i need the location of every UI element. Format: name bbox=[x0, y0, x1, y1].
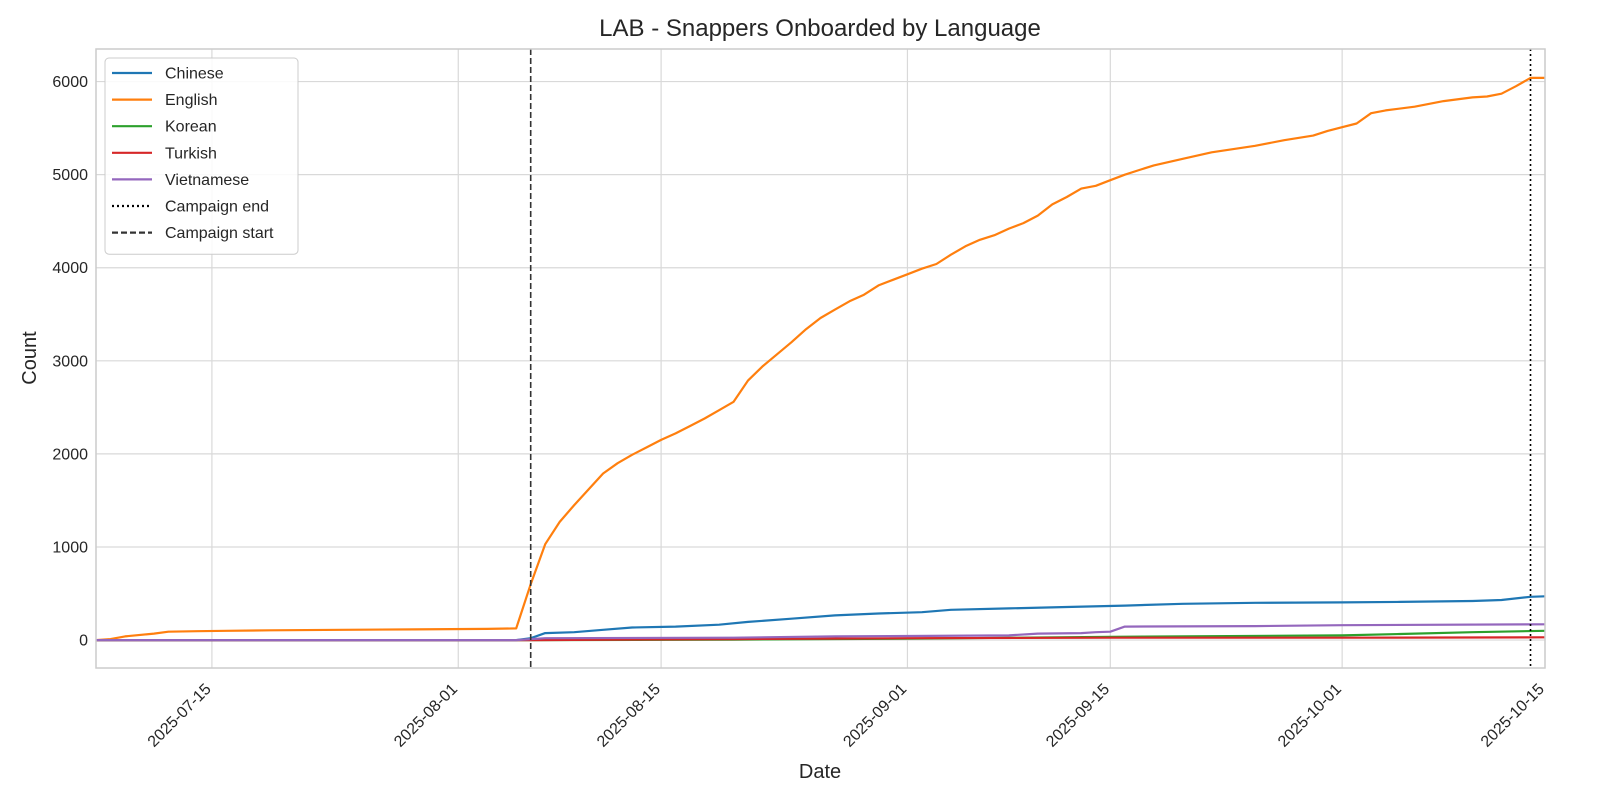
legend-label: Korean bbox=[165, 119, 217, 136]
chart-title: LAB - Snappers Onboarded by Language bbox=[599, 15, 1041, 42]
y-tick-label: 6000 bbox=[52, 74, 88, 91]
y-tick-label: 2000 bbox=[52, 446, 88, 463]
legend: Chinese English Korean Turkish Vietnamese Cam… bbox=[104, 57, 299, 255]
y-tick-label: 5000 bbox=[52, 167, 88, 184]
legend-label: English bbox=[165, 92, 217, 109]
legend-label: Campaign end bbox=[165, 199, 269, 216]
y-axis-title: Count bbox=[19, 331, 41, 385]
y-axis-ticks: 0 1000 2000 3000 4000 5000 6000 bbox=[52, 74, 88, 649]
legend-label: Vietnamese bbox=[165, 172, 249, 189]
y-tick-label: 4000 bbox=[52, 260, 88, 277]
campaign-lines bbox=[529, 49, 1532, 668]
series-line-vietnamese bbox=[96, 623, 1546, 642]
plot-frame bbox=[95, 48, 1546, 669]
y-tick-label: 0 bbox=[79, 633, 88, 650]
y-tick-label: 1000 bbox=[52, 539, 88, 556]
series-line-chinese bbox=[96, 595, 1546, 642]
legend-box bbox=[104, 57, 299, 255]
y-tick-label: 3000 bbox=[52, 353, 88, 370]
legend-label: Chinese bbox=[165, 66, 224, 83]
legend-label: Campaign start bbox=[165, 225, 274, 242]
x-axis-title: Date bbox=[799, 761, 841, 783]
legend-label: Turkish bbox=[165, 145, 217, 162]
